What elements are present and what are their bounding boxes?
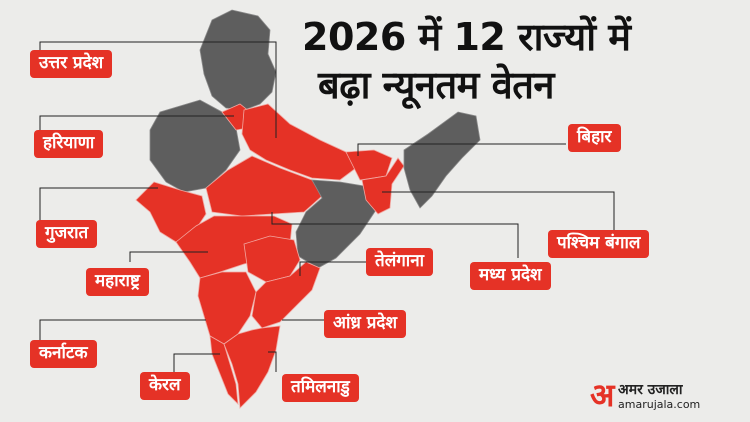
map-bihar [345, 149, 393, 181]
logo-name: अमर उजाला [618, 382, 683, 398]
connector-west-bengal [382, 191, 615, 230]
label-kerala: केरल [140, 372, 190, 400]
headline-line-2: बढ़ा न्यूनतम वेतन [318, 63, 555, 107]
label-uttar-pradesh: उत्तर प्रदेश [30, 50, 113, 78]
connector-madhya-pradesh [271, 212, 519, 258]
connector-karnataka [39, 319, 206, 344]
label-haryana: हरियाणा [34, 130, 104, 158]
label-karnataka: कर्नाटक [30, 340, 97, 368]
connector-gujarat [39, 187, 158, 222]
map-kerala [209, 335, 239, 406]
label-madhya-pradesh: मध्य प्रदेश [470, 262, 551, 290]
logo-url: amarujala.com [618, 398, 701, 411]
label-bihar: बिहार [568, 124, 621, 152]
connector-kerala [173, 353, 220, 372]
map-rajasthan [149, 99, 241, 193]
label-west-bengal: पश्चिम बंगाल [548, 230, 650, 258]
headline-line-1: 2026 में 12 राज्यों में [302, 15, 631, 59]
connector-tamil-nadu [268, 351, 277, 372]
map-telangana [243, 235, 301, 283]
map-northeast [403, 111, 481, 209]
label-telangana: तेलंगाना [366, 248, 434, 276]
label-maharashtra: महाराष्ट्र [86, 268, 149, 296]
label-andhra-pradesh: आंध्र प्रदेश [324, 310, 407, 338]
logo-glyph: अ [590, 376, 615, 414]
connector-maharashtra [129, 251, 208, 262]
map-andhra-pradesh [251, 261, 321, 329]
connector-haryana [39, 115, 234, 134]
connector-bihar [357, 143, 566, 156]
amar-ujala-logo: अ अमर उजाला amarujala.com [590, 378, 740, 416]
map-west-bengal [361, 157, 405, 215]
connector-telangana [299, 261, 370, 276]
map-north-region [199, 9, 277, 111]
label-gujarat: गुजरात [36, 220, 98, 248]
map-uttar-pradesh [241, 103, 357, 181]
map-tamil-nadu [223, 325, 281, 409]
label-tamil-nadu: तमिलनाडु [282, 374, 359, 402]
